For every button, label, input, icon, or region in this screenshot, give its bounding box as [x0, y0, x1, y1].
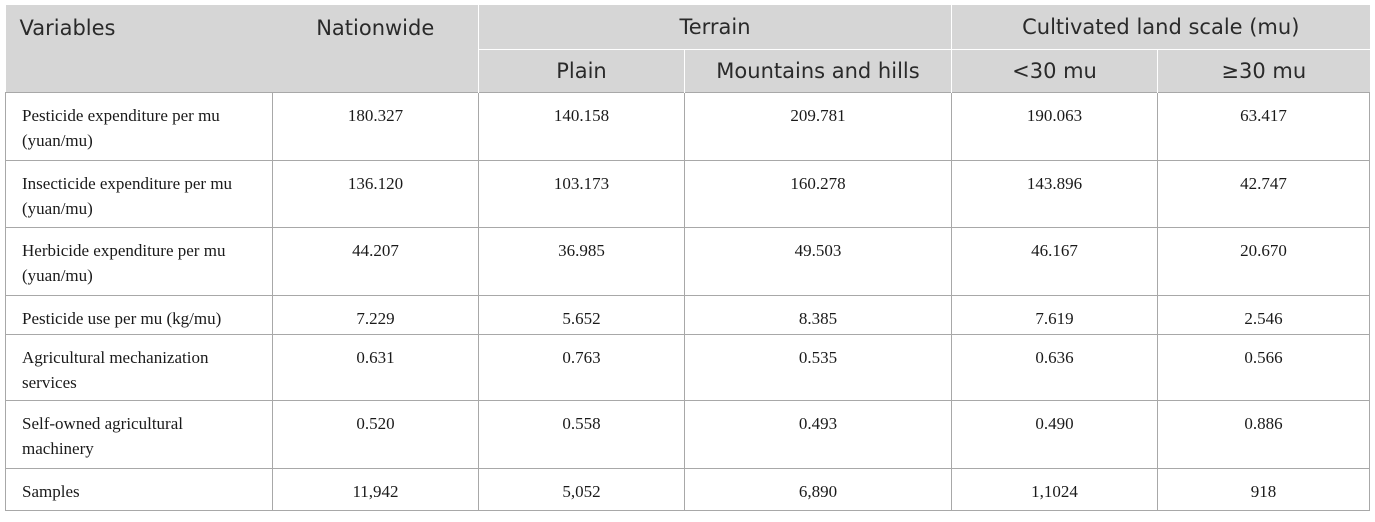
row-label: Insecticide expenditure per mu (yuan/mu) — [5, 160, 273, 228]
cell-plain: 140.158 — [478, 92, 685, 161]
cell-nationwide: 0.520 — [272, 400, 479, 469]
cell-mountains: 160.278 — [684, 160, 952, 228]
table-row: Pesticide use per mu (kg/mu) 7.229 5.652… — [5, 295, 1371, 335]
table-row: Self-owned agricultural machinery 0.520 … — [5, 400, 1371, 469]
cell-lt30: 46.167 — [951, 227, 1158, 296]
cell-ge30: 0.886 — [1156, 400, 1371, 469]
table-row: Samples 11,942 5,052 6,890 1,1024 918 — [5, 468, 1371, 511]
table-container: Variables Nationwide Terrain Cultivated … — [5, 5, 1371, 511]
cell-nationwide: 136.120 — [272, 160, 479, 228]
table-header: Variables Nationwide Terrain Cultivated … — [5, 5, 1370, 93]
cell-ge30: 2.546 — [1156, 295, 1371, 335]
cell-nationwide: 0.631 — [272, 334, 479, 401]
cell-ge30: 42.747 — [1156, 160, 1371, 228]
cell-mountains: 49.503 — [684, 227, 952, 296]
cell-plain: 0.558 — [478, 400, 685, 469]
header-terrain: Terrain — [478, 5, 952, 50]
cell-plain: 5.652 — [478, 295, 685, 335]
header-mountains: Mountains and hills — [684, 49, 952, 93]
cell-mountains: 0.535 — [684, 334, 952, 401]
cell-nationwide: 180.327 — [272, 92, 479, 161]
data-table: Variables Nationwide Terrain Cultivated … — [5, 5, 1371, 511]
row-label: Self-owned agricultural machinery — [5, 400, 273, 469]
cell-lt30: 0.490 — [951, 400, 1158, 469]
cell-lt30: 7.619 — [951, 295, 1158, 335]
cell-plain: 103.173 — [478, 160, 685, 228]
cell-nationwide: 7.229 — [272, 295, 479, 335]
cell-lt30: 143.896 — [951, 160, 1158, 228]
cell-nationwide: 11,942 — [272, 468, 479, 511]
cell-nationwide: 44.207 — [272, 227, 479, 296]
cell-plain: 0.763 — [478, 334, 685, 401]
cell-mountains: 8.385 — [684, 295, 952, 335]
row-label: Samples — [5, 468, 273, 511]
row-label: Agricultural mechanization services — [5, 334, 273, 401]
cell-lt30: 1,1024 — [951, 468, 1158, 511]
cell-plain: 36.985 — [478, 227, 685, 296]
cell-ge30: 63.417 — [1156, 92, 1371, 161]
row-label: Pesticide use per mu (kg/mu) — [5, 295, 273, 335]
cell-lt30: 190.063 — [951, 92, 1158, 161]
header-variables: Variables — [5, 5, 273, 93]
header-land-scale: Cultivated land scale (mu) — [950, 5, 1370, 50]
cell-mountains: 6,890 — [684, 468, 952, 511]
cell-ge30: 20.670 — [1156, 227, 1371, 296]
row-label: Herbicide expenditure per mu (yuan/mu) — [5, 227, 273, 296]
cell-mountains: 0.493 — [684, 400, 952, 469]
table-body: Pesticide expenditure per mu (yuan/mu) 1… — [5, 92, 1371, 511]
table-row: Herbicide expenditure per mu (yuan/mu) 4… — [5, 227, 1371, 296]
cell-ge30: 918 — [1156, 468, 1371, 511]
row-label: Pesticide expenditure per mu (yuan/mu) — [5, 92, 273, 161]
table-row: Pesticide expenditure per mu (yuan/mu) 1… — [5, 92, 1371, 161]
table-row: Agricultural mechanization services 0.63… — [5, 334, 1371, 401]
header-nationwide: Nationwide — [272, 5, 479, 93]
header-plain: Plain — [478, 49, 685, 93]
table-row: Insecticide expenditure per mu (yuan/mu)… — [5, 160, 1371, 228]
header-lt30: <30 mu — [951, 49, 1158, 93]
header-ge30: ≥30 mu — [1156, 49, 1370, 93]
cell-plain: 5,052 — [478, 468, 685, 511]
cell-ge30: 0.566 — [1156, 334, 1371, 401]
cell-mountains: 209.781 — [684, 92, 952, 161]
cell-lt30: 0.636 — [951, 334, 1158, 401]
